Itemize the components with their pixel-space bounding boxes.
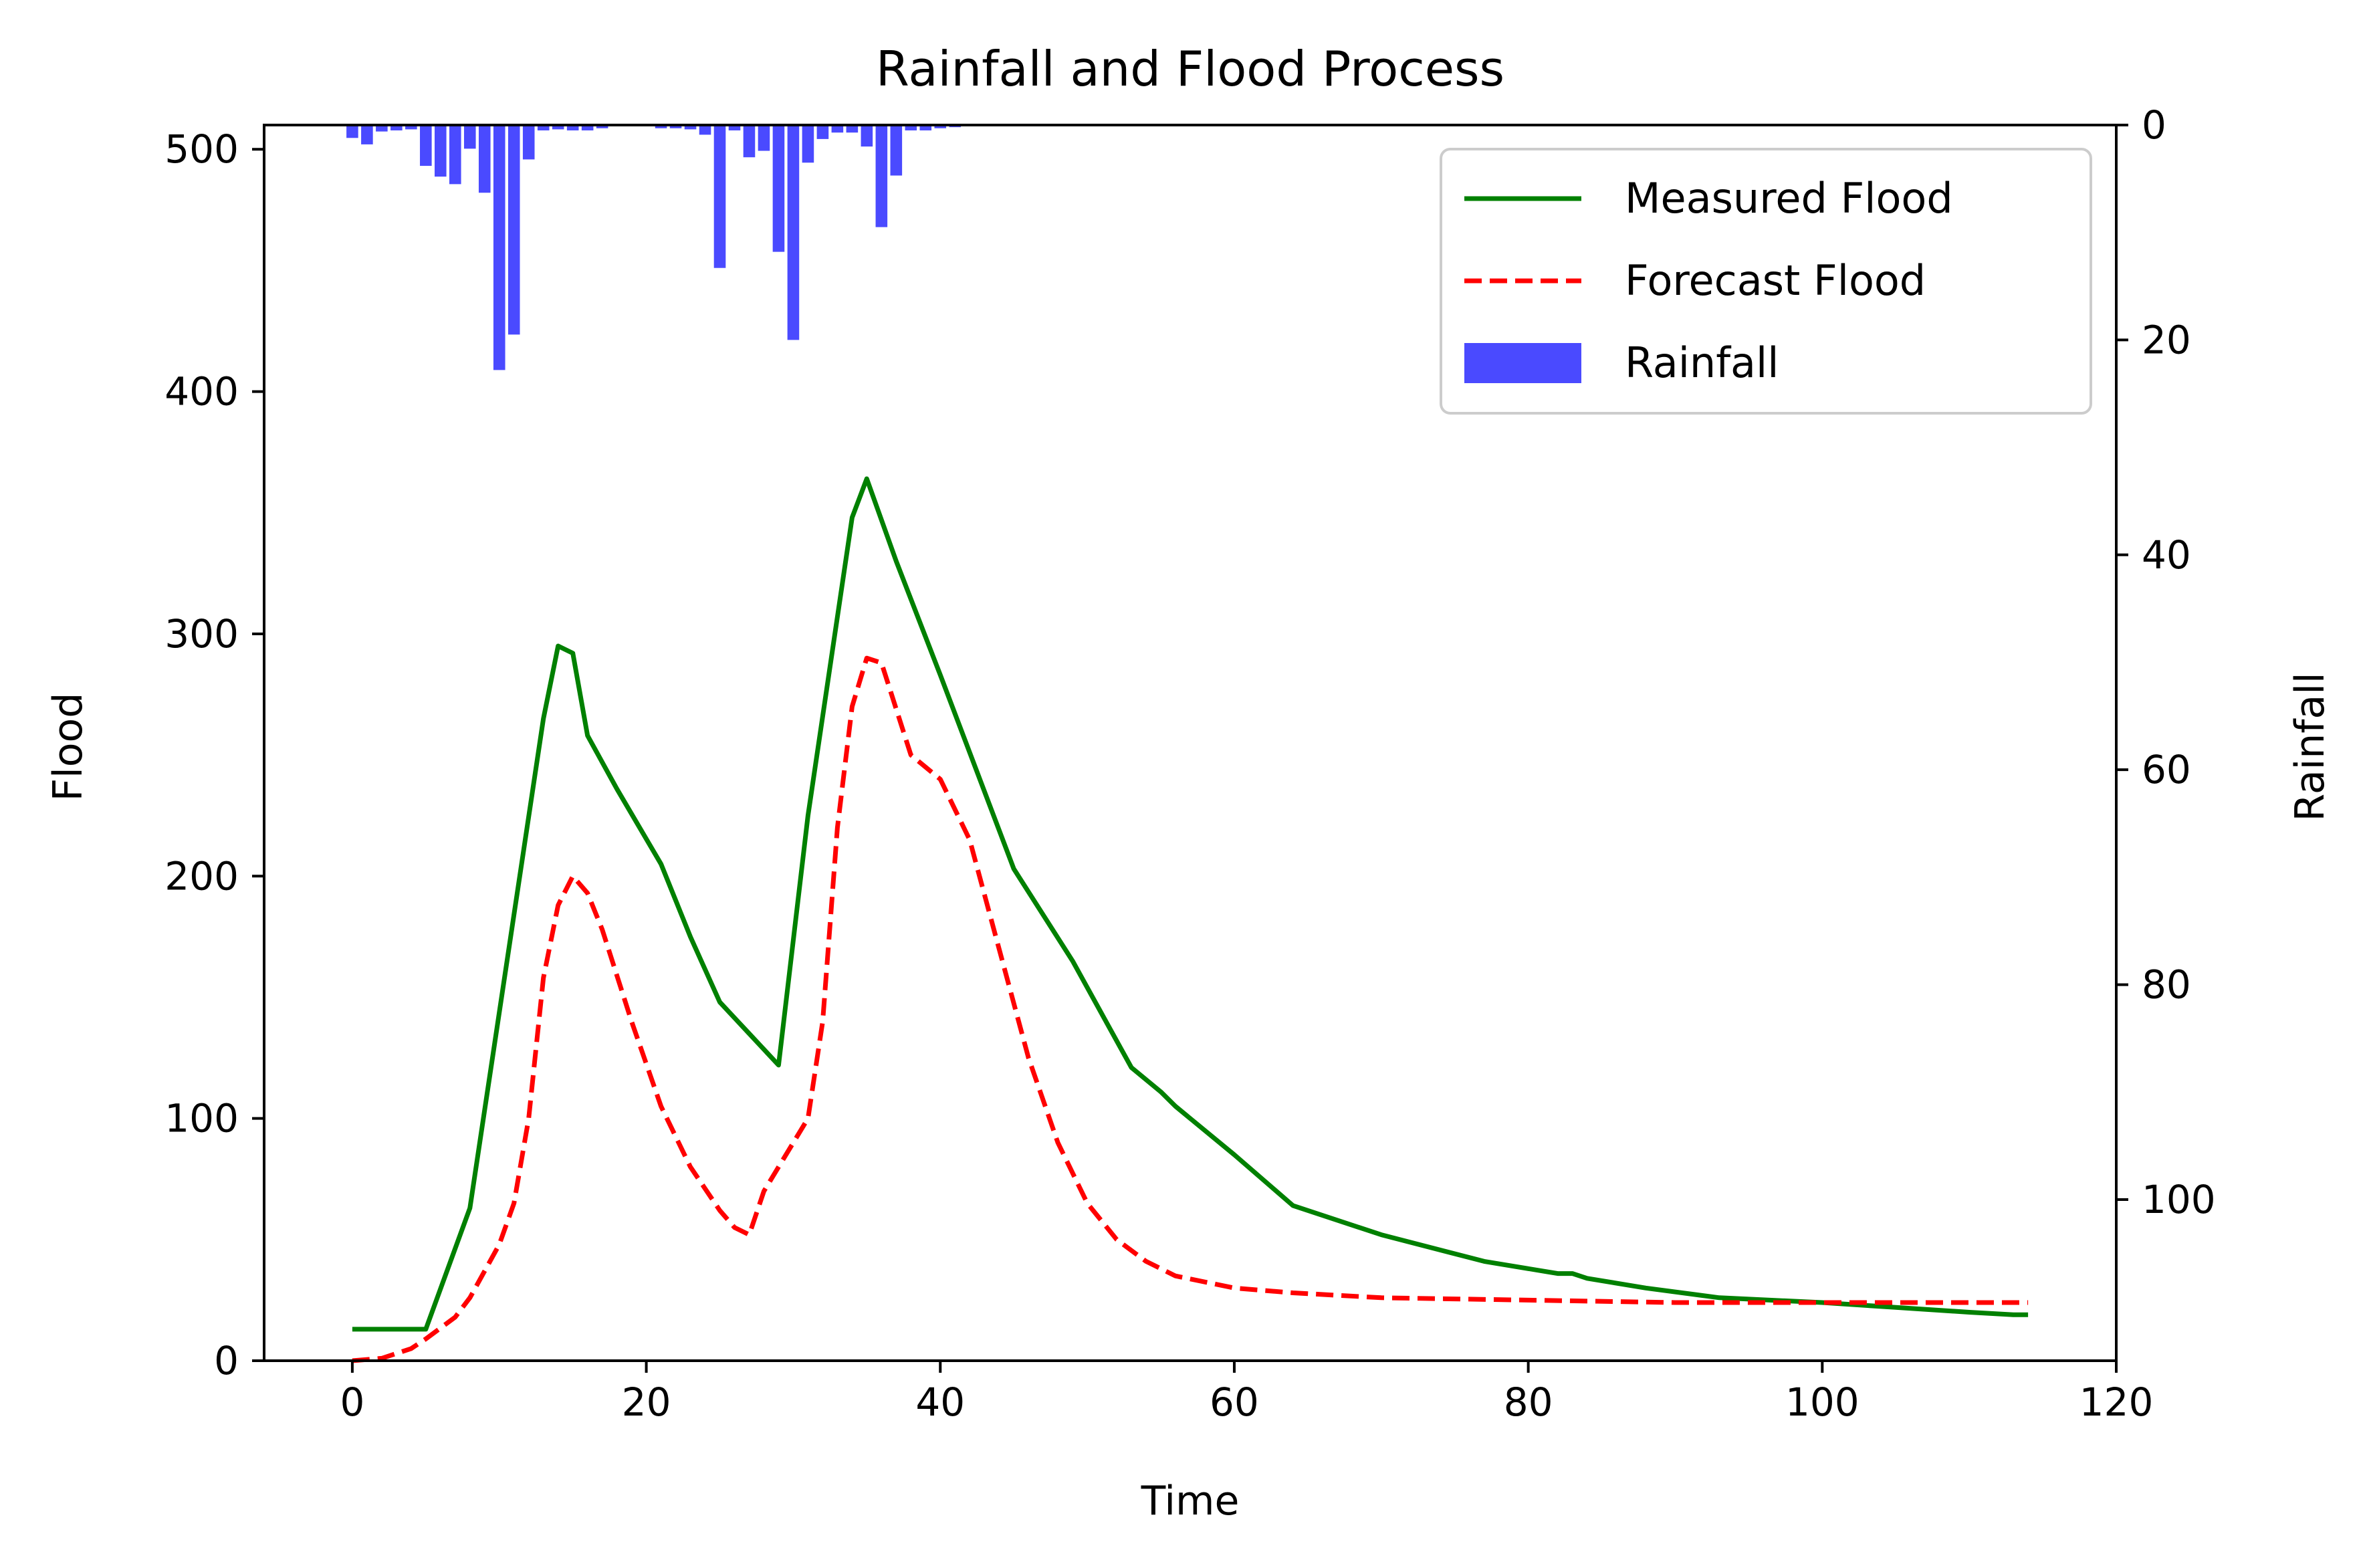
rainfall-bar xyxy=(816,125,829,139)
x-tick-label: 40 xyxy=(915,1379,965,1425)
y2-tick-label: 60 xyxy=(2142,747,2191,792)
y2-tick-label: 100 xyxy=(2142,1177,2216,1222)
rainfall-bar xyxy=(508,125,520,335)
y-tick-label: 0 xyxy=(214,1338,239,1383)
y2-tick-label: 40 xyxy=(2142,532,2191,578)
rainfall-bar xyxy=(875,125,888,227)
y2-tick-label: 20 xyxy=(2142,317,2191,362)
y2-tick-label: 0 xyxy=(2142,102,2166,148)
legend-label-forecast-flood: Forecast Flood xyxy=(1625,256,1926,305)
rainfall-bar xyxy=(390,125,403,131)
x-tick-label: 60 xyxy=(1210,1379,1259,1425)
rainfall-bar xyxy=(478,125,491,193)
rainfall-bar xyxy=(846,125,859,133)
rainfall-bar xyxy=(934,125,947,128)
rainfall-bar xyxy=(743,125,756,158)
legend: Measured Flood Forecast Flood Rainfall xyxy=(1440,148,2092,415)
rainfall-bar xyxy=(596,125,608,128)
x-tick-label: 80 xyxy=(1504,1379,1553,1425)
rainfall-bar xyxy=(463,125,476,149)
rainfall-bar xyxy=(493,125,505,370)
rainfall-bar xyxy=(787,125,800,340)
measured-flood-line xyxy=(352,476,2029,1332)
x-axis-label: Time xyxy=(1141,1478,1240,1525)
rainfall-bar xyxy=(919,125,932,131)
rainfall-bar xyxy=(713,125,726,268)
x-tick-label: 20 xyxy=(622,1379,671,1425)
rainfall-bar xyxy=(449,125,461,185)
rainfall-bar xyxy=(728,125,741,131)
rainfall-bar xyxy=(552,125,564,130)
x-tick-label: 0 xyxy=(340,1379,364,1425)
forecast-flood-line xyxy=(352,655,2029,1363)
rainfall-bar xyxy=(758,125,770,151)
legend-swatch-rainfall xyxy=(1464,343,1581,383)
axes: 0 20 40 60 80 100 120 0 100 200 300 400 500 0 20 40 60 80… xyxy=(164,102,2215,1425)
y-tick-label: 200 xyxy=(164,853,239,899)
rainfall-bar xyxy=(669,125,682,128)
flood-lines xyxy=(352,476,2029,1363)
rainfall-bar xyxy=(376,125,388,132)
rainfall-bar xyxy=(905,125,917,131)
rainfall-bar xyxy=(861,125,873,147)
plot-frame xyxy=(263,124,2118,1362)
rainfall-bar xyxy=(537,125,550,131)
y-axis-label: Flood xyxy=(45,693,92,802)
legend-frame xyxy=(1440,148,2092,415)
y-tick-label: 100 xyxy=(164,1096,239,1141)
rainfall-bar xyxy=(684,125,697,130)
y-tick-label: 500 xyxy=(164,126,239,172)
rainfall-bar xyxy=(566,125,579,131)
y-tick-label: 300 xyxy=(164,611,239,657)
rainfall-bar xyxy=(890,125,903,176)
rainfall-bar xyxy=(361,125,373,144)
y2-axis-label: Rainfall xyxy=(2287,672,2334,821)
rainfall-bar xyxy=(802,125,814,163)
x-tick-label: 100 xyxy=(1785,1379,1859,1425)
rainfall-bar xyxy=(831,125,844,133)
rainfall-bar xyxy=(405,125,417,130)
rainfall-bar xyxy=(346,125,358,138)
legend-label-rainfall: Rainfall xyxy=(1625,338,1779,387)
x-tick-label: 120 xyxy=(2079,1379,2154,1425)
y2-tick-label: 80 xyxy=(2142,962,2191,1008)
rainfall-bar xyxy=(435,125,447,177)
rainfall-bar xyxy=(772,125,785,252)
rainfall-bar xyxy=(420,125,432,166)
rainfall-bar xyxy=(699,125,711,135)
chart-title: Rainfall and Flood Process xyxy=(876,41,1504,97)
rainfall-bar xyxy=(581,125,594,131)
y-tick-label: 400 xyxy=(164,369,239,415)
rainfall-bar xyxy=(522,125,535,160)
legend-label-measured-flood: Measured Flood xyxy=(1625,174,1953,223)
rainfall-bar xyxy=(655,125,667,128)
